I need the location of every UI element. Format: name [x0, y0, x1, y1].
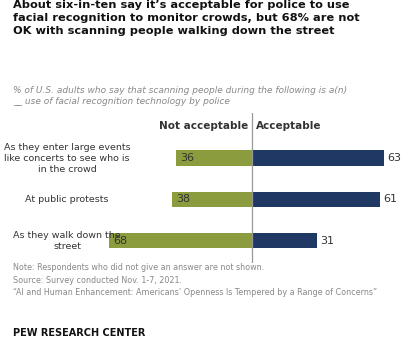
- Text: Note: Respondents who did not give an answer are not shown.
Source: Survey condu: Note: Respondents who did not give an an…: [13, 263, 377, 297]
- Text: About six-in-ten say it’s acceptable for police to use
facial recognition to mon: About six-in-ten say it’s acceptable for…: [13, 0, 359, 36]
- Text: At public protests: At public protests: [26, 195, 109, 204]
- Text: As they walk down the
street: As they walk down the street: [13, 231, 121, 251]
- Text: Not acceptable: Not acceptable: [159, 121, 248, 131]
- Bar: [252, 233, 317, 249]
- Bar: [109, 233, 252, 249]
- Text: 31: 31: [320, 236, 334, 246]
- Text: 68: 68: [113, 236, 128, 246]
- Bar: [252, 192, 380, 207]
- Text: % of U.S. adults who say that scanning people during the following is a(n)
__ us: % of U.S. adults who say that scanning p…: [13, 86, 347, 106]
- Text: PEW RESEARCH CENTER: PEW RESEARCH CENTER: [13, 328, 145, 338]
- Bar: [252, 150, 384, 166]
- Text: As they enter large events
like concerts to see who is
in the crowd: As they enter large events like concerts…: [4, 143, 131, 174]
- Text: 61: 61: [383, 195, 397, 205]
- Bar: [172, 192, 252, 207]
- Bar: [176, 150, 252, 166]
- Text: 36: 36: [181, 153, 194, 163]
- Text: Acceptable: Acceptable: [256, 121, 322, 131]
- Text: 63: 63: [388, 153, 402, 163]
- Text: 38: 38: [176, 195, 191, 205]
